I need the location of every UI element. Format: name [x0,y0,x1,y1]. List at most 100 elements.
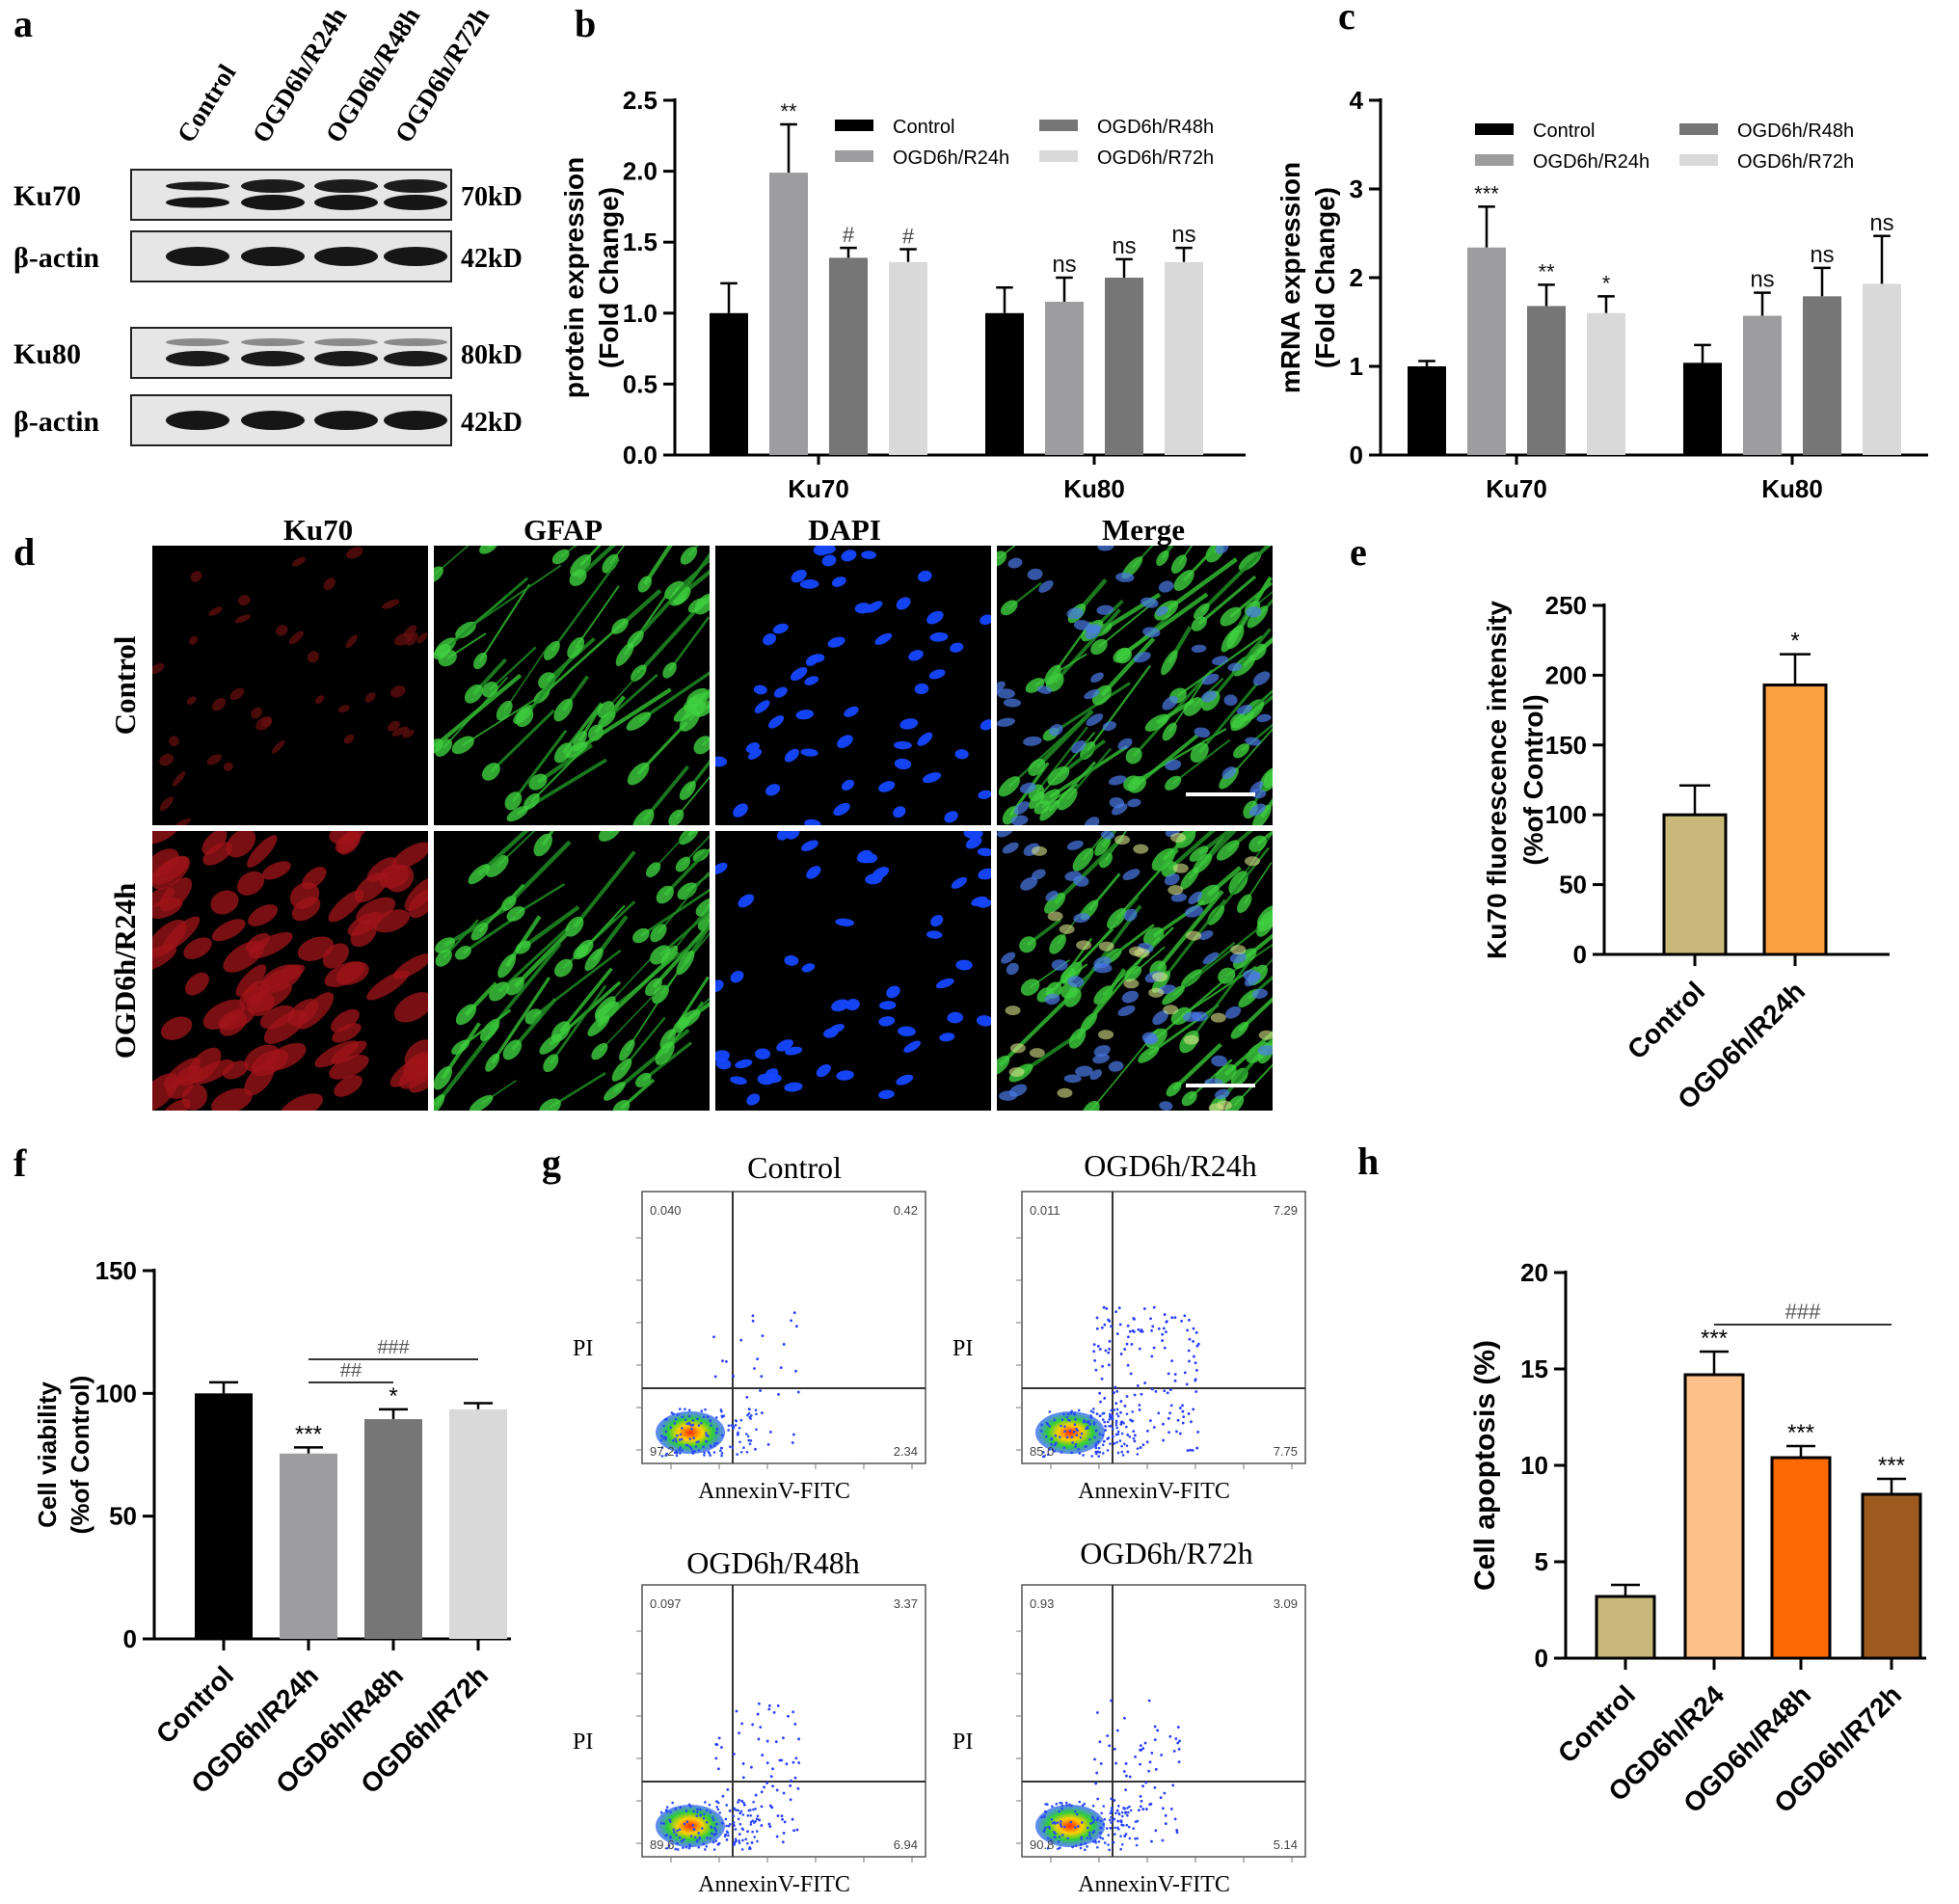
event-dot [751,1819,754,1823]
gfap-cell-body [553,698,574,722]
ku70-signal [236,871,265,896]
significance-mark: ns [1869,210,1893,236]
dapi-nucleus [801,840,818,852]
event-dot [671,1438,675,1442]
merge-colocalization [1230,945,1247,955]
event-dot [728,1809,732,1812]
event-dot [662,1822,665,1825]
dapi-nucleus [878,1016,896,1027]
event-dot [741,1762,745,1765]
gfap-cell-body [435,949,452,967]
event-dot [777,1392,780,1396]
event-dot [765,1782,769,1784]
event-dot [749,1765,753,1769]
event-dot [697,1424,701,1427]
gfap-fiber [512,729,568,802]
dapi-nucleus [896,1074,914,1086]
event-dot [1066,1837,1070,1840]
event-dot [738,1798,741,1802]
gfap-fiber [507,840,572,905]
event-dot [1059,1435,1061,1439]
event-dot [767,1822,771,1826]
ku70-signal [307,651,320,663]
event-dot [662,1424,665,1428]
gfap-cell-body [1094,836,1112,856]
significance-mark: ** [1538,259,1555,283]
event-dot [732,1814,736,1818]
merge-colocalization [1148,987,1165,998]
event-dot [761,1411,764,1415]
event-dot [678,1828,682,1831]
quadrant-lower-left: 97.2 [650,1444,674,1459]
cell-population [656,1411,725,1454]
event-dot [1176,1726,1180,1729]
event-dot [704,1439,708,1443]
merge-colocalization [1123,979,1140,989]
event-dot [1115,1408,1119,1411]
event-dot [1112,1840,1115,1844]
event-dot [1125,1342,1129,1346]
event-dot [1087,1421,1090,1425]
gfap-fiber [998,987,1080,1067]
event-dot [1115,1729,1119,1732]
event-dot [1122,1770,1126,1773]
event-dot [699,1813,703,1817]
ku70-signal [314,1040,359,1068]
ku70-signal [152,663,165,675]
gfap-cell-body [515,708,534,728]
event-dot [1079,1435,1083,1439]
dapi-nucleus [787,831,800,840]
y-tick-label: 15 [1520,1354,1548,1383]
gfap-fiber [1100,637,1156,697]
event-dot [1133,1439,1137,1443]
gfap-cell-body [1020,979,1040,996]
dapi-nucleus [1227,662,1243,672]
event-dot [1113,1442,1116,1445]
event-dot [1165,1330,1167,1334]
event-dot [1191,1448,1194,1452]
event-dot [674,1417,678,1421]
dapi-nucleus [908,650,924,661]
event-dot [1098,1451,1102,1454]
event-dot [739,1451,743,1454]
event-dot [738,1427,741,1430]
event-dot [760,1375,764,1379]
flow-plot-title: OGD6h/R24h [1084,1148,1257,1183]
gfap-cell-body [1000,600,1018,616]
event-dot [751,1314,755,1318]
dapi-nucleus [772,623,789,634]
event-dot [754,1807,757,1810]
event-dot [1128,1329,1132,1333]
gfap-fiber [575,687,672,752]
event-dot [1123,1442,1126,1446]
flow-plot-title: Control [747,1150,842,1185]
legend-label: Control [1533,121,1595,142]
gfap-fiber [434,673,523,748]
event-dot [1161,1838,1165,1842]
event-dot [710,1445,713,1449]
event-dot [1137,1327,1141,1331]
event-dot [1169,1404,1173,1408]
x-tick-label: Control [1552,1679,1641,1768]
gfap-fiber [657,872,710,934]
event-dot [671,1801,674,1805]
event-dot [756,1814,760,1818]
event-dot [1110,1809,1114,1812]
x-tick-label-group: Control [150,1660,239,1749]
dapi-nucleus [977,847,991,857]
quadrant-upper-left: 0.040 [650,1203,682,1218]
gfap-fiber [1256,598,1273,618]
lane-label-group: Control [172,59,242,147]
event-dot [669,1426,673,1430]
ku70-signal [389,1056,428,1087]
event-dot [1188,1337,1192,1341]
gfap-cell-body [550,1021,571,1043]
event-dot [734,1828,738,1831]
event-dot [679,1806,683,1810]
event-dot [1144,1808,1148,1810]
dapi-nucleus [965,836,982,849]
event-dot [1101,1418,1105,1421]
dapi-nucleus [1249,781,1264,793]
gfap-cell-body [627,762,650,786]
